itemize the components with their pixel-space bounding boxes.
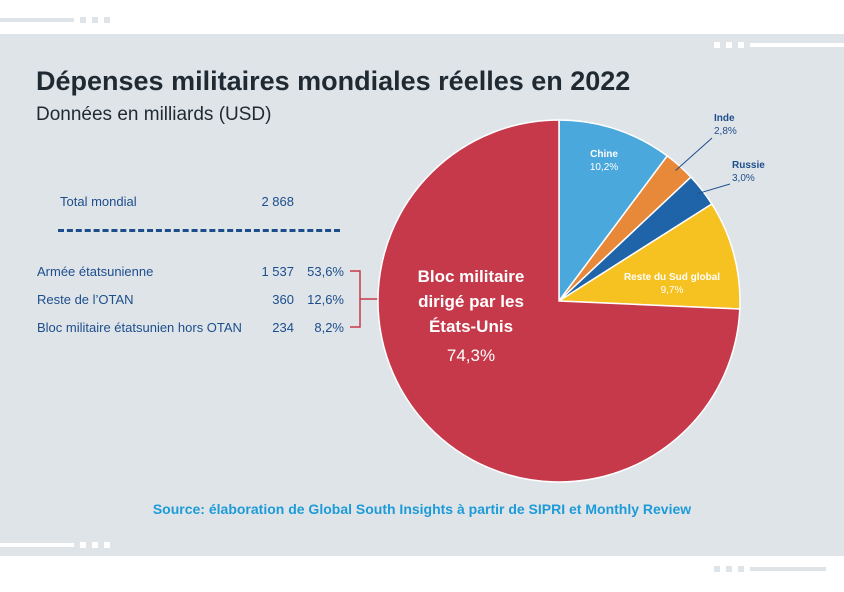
breakdown-share-nato: 12,6% [307, 292, 344, 307]
slice-pct-russie: 3,0% [732, 173, 755, 184]
slice-label-us-bloc-line2: dirigé par les [418, 292, 524, 311]
slice-label-us-bloc-line1: Bloc militaire [418, 267, 525, 286]
breakdown-label-non-nato: Bloc militaire étatsunien hors OTAN [37, 320, 242, 335]
pie-slice-china [558, 119, 669, 304]
chart-subtitle: Données en milliards (USD) [36, 104, 272, 125]
source-note: Source: élaboration de Global South Insi… [152, 501, 692, 517]
slice-label-inde: Inde [714, 113, 735, 124]
slice-label-us-bloc-line3: États-Unis [429, 317, 513, 336]
total-label: Total mondial [60, 194, 137, 209]
bracket-connector [350, 270, 380, 328]
breakdown-share-us: 53,6% [307, 264, 344, 279]
dashed-divider [58, 229, 340, 232]
breakdown-value-non-nato: 234 [272, 320, 294, 335]
slice-pct-sud-global: 9,7% [661, 285, 684, 296]
total-value: 2 868 [261, 194, 294, 209]
breakdown-share-non-nato: 8,2% [314, 320, 344, 335]
pie-slice-us-bloc [377, 119, 741, 483]
pie-slice-sud-global [556, 202, 741, 310]
breakdown-label-nato: Reste de l’OTAN [37, 292, 134, 307]
chart-title: Dépenses militaires mondiales réelles en… [36, 66, 631, 96]
breakdown-label-us: Armée étatsunienne [37, 264, 154, 279]
slice-label-russie: Russie [732, 160, 765, 171]
slice-pct-inde: 2,8% [714, 126, 737, 137]
slice-label-sud-global: Reste du Sud global [624, 272, 720, 283]
slice-pct-china: 10,2% [590, 162, 618, 173]
breakdown-value-nato: 360 [272, 292, 294, 307]
slice-pct-us-bloc: 74,3% [447, 346, 495, 365]
slice-label-china: Chine [590, 149, 618, 160]
leader-line-inde [675, 137, 713, 171]
breakdown-value-us: 1 537 [261, 264, 294, 279]
leader-line-russie [697, 183, 731, 195]
